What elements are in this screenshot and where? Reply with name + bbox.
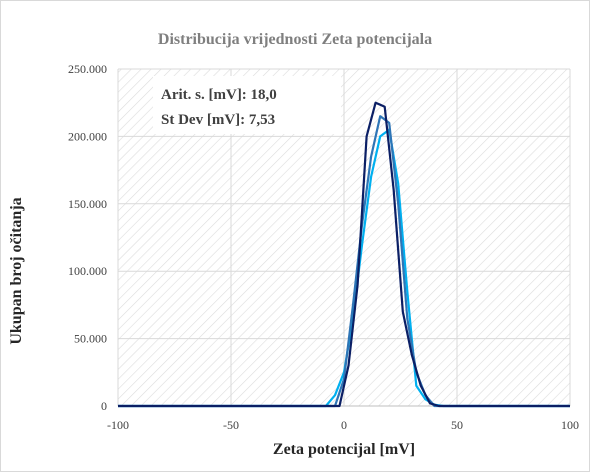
x-axis-label: Zeta potencijal [mV] <box>273 441 415 458</box>
y-axis-ticks: 0 50.000 100.000 150.000 200.000 250.000 <box>68 62 107 413</box>
series-line <box>118 101 570 408</box>
x-axis-ticks: -100 -50 0 50 100 <box>107 418 579 432</box>
stat-mean: Arit. s. [mV]: 18,0 <box>161 87 277 103</box>
x-tick-label: -50 <box>223 418 239 432</box>
x-tick-label: -100 <box>107 418 129 432</box>
x-tick-label: 100 <box>561 418 579 432</box>
x-tick-label: 50 <box>451 418 463 432</box>
y-tick-label: 50.000 <box>74 332 107 346</box>
chart-title: Distribucija vrijednosti Zeta potencijal… <box>158 31 432 48</box>
y-tick-label: 0 <box>101 399 107 413</box>
stat-stdev: St Dev [mV]: 7,53 <box>161 112 275 128</box>
data-series <box>118 101 570 408</box>
y-tick-label: 200.000 <box>68 129 107 143</box>
x-tick-label: 0 <box>341 418 347 432</box>
stats-annotation: Arit. s. [mV]: 18,0 St Dev [mV]: 7,53 <box>153 76 341 134</box>
series-line <box>118 115 570 408</box>
y-tick-label: 100.000 <box>68 264 107 278</box>
y-tick-label: 150.000 <box>68 197 107 211</box>
stats-box <box>153 76 341 134</box>
y-axis-label: Ukupan broj očitanja <box>8 197 25 344</box>
y-tick-label: 250.000 <box>68 62 107 76</box>
